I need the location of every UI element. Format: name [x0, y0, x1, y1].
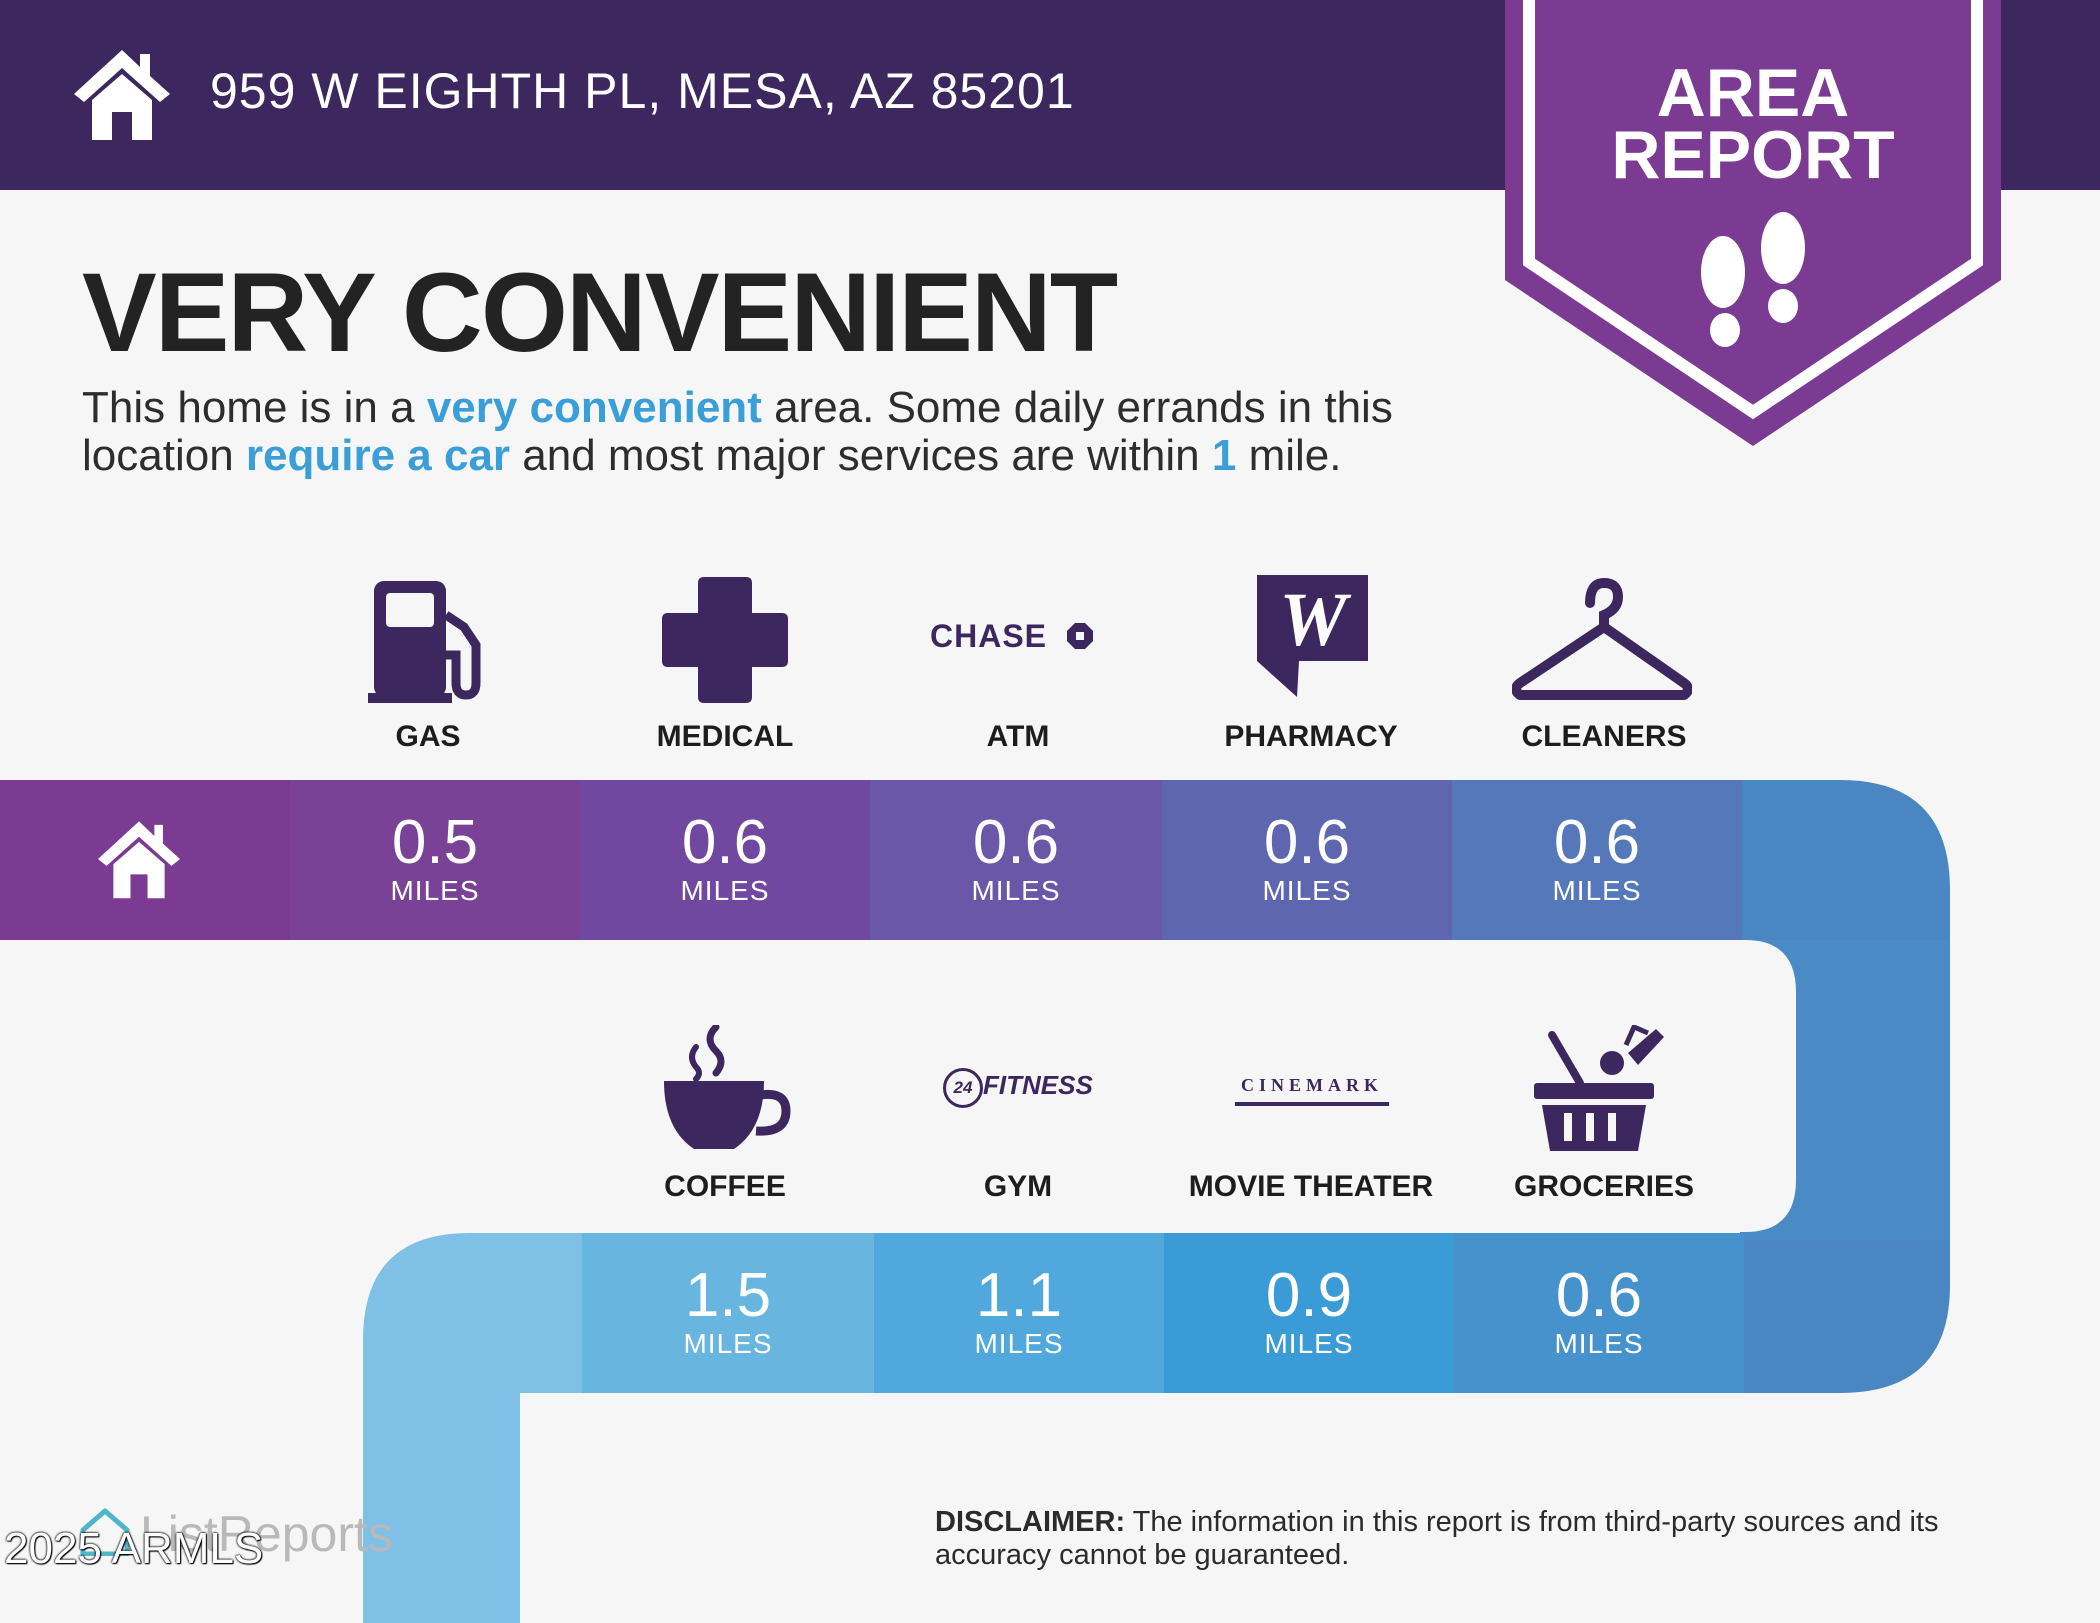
category-label: MOVIE THEATER: [1188, 1170, 1434, 1203]
home-icon: [98, 821, 180, 899]
property-address: 959 W EIGHTH PL, MESA, AZ 85201: [210, 63, 1075, 119]
distance-unit: MILES: [974, 1328, 1064, 1359]
24-hour-fitness-logo: 24 FITNESS: [943, 1068, 1103, 1108]
distance-unit: MILES: [390, 875, 480, 906]
category-label: COFFEE: [664, 1170, 786, 1203]
distance-value: 0.6: [1263, 808, 1351, 877]
gas-pump-icon: [368, 581, 481, 703]
distance-cell-pharmacy: 0.6 MILES: [1162, 780, 1452, 940]
category-label: CLEANERS: [1521, 720, 1687, 753]
distance-unit: MILES: [1552, 875, 1642, 906]
home-icon: [74, 50, 170, 140]
distance-cell-coffee: 1.5 MILES: [582, 1233, 874, 1393]
distance-unit: MILES: [683, 1328, 773, 1359]
distance-cell-gym: 1.1 MILES: [874, 1233, 1164, 1393]
walgreens-logo: W: [1257, 575, 1368, 697]
distance-unit: MILES: [971, 875, 1061, 906]
chase-wordmark: CHASE: [930, 618, 1048, 654]
distance-value: 0.5: [391, 808, 479, 877]
badge-title-line2: REPORT: [1611, 117, 1895, 193]
coffee-cup-icon: [664, 1025, 791, 1149]
area-report-badge: [1505, 0, 2001, 446]
distance-unit: MILES: [1262, 875, 1352, 906]
highlight-distance: 1: [1211, 431, 1237, 480]
distance-unit: MILES: [1554, 1328, 1644, 1359]
category-label: ATM: [986, 720, 1050, 753]
distance-value: 0.9: [1265, 1261, 1353, 1330]
distance-cell-atm: 0.6 MILES: [870, 780, 1162, 940]
distance-unit: MILES: [680, 875, 770, 906]
distance-cell-cleaners: 0.6 MILES: [1452, 780, 1742, 940]
headline: VERY CONVENIENT: [82, 250, 1118, 375]
summary-text: This home is in a very convenient area. …: [82, 383, 1393, 480]
distance-value: 1.1: [975, 1261, 1063, 1330]
listreports-logo: ListReports: [140, 1506, 393, 1562]
cinemark-logo: CINEMARK: [1235, 1072, 1389, 1106]
distance-unit: MILES: [1264, 1328, 1354, 1359]
highlight-car: require a car: [245, 431, 511, 480]
badge-title: AREA REPORT: [1505, 55, 2001, 193]
category-label: PHARMACY: [1224, 720, 1398, 753]
distance-value: 0.6: [1555, 1261, 1643, 1330]
distance-cell-movie-theater: 0.9 MILES: [1164, 1233, 1454, 1393]
listreports-logo-icon: [80, 1508, 130, 1556]
medical-cross-icon: [662, 577, 788, 703]
grocery-basket-icon: [1534, 1025, 1664, 1151]
distance-value: 1.5: [684, 1261, 772, 1330]
fitness-wordmark: FITNESS: [983, 1070, 1093, 1100]
highlight-convenience: very convenient: [426, 383, 762, 432]
distance-cell-gas: 0.5 MILES: [290, 780, 580, 940]
distance-value: 0.6: [681, 808, 769, 877]
chase-logo: CHASE: [930, 618, 1100, 658]
chase-octagon-icon: [1067, 623, 1093, 649]
category-label: MEDICAL: [656, 720, 794, 753]
distance-value: 0.6: [972, 808, 1060, 877]
walgreens-mark: W: [1279, 578, 1352, 662]
disclaimer: DISCLAIMER: The information in this repo…: [935, 1506, 2035, 1572]
distance-cell-medical: 0.6 MILES: [580, 780, 870, 940]
fitness-badge: 24: [943, 1068, 983, 1108]
disclaimer-label: DISCLAIMER:: [935, 1506, 1126, 1538]
hanger-icon: [1512, 577, 1692, 700]
badge-title-line1: AREA: [1656, 55, 1850, 131]
disclaimer-text: The information in this report is from t…: [935, 1506, 1939, 1571]
copyright-watermark: 2025 ARMLS: [4, 1524, 264, 1573]
category-label: GAS: [395, 720, 461, 753]
distance-cell-groceries: 0.6 MILES: [1454, 1233, 1744, 1393]
footprints-icon: [1701, 212, 1805, 347]
category-label: GYM: [983, 1170, 1053, 1203]
category-label: GROCERIES: [1513, 1170, 1695, 1203]
distance-value: 0.6: [1553, 808, 1641, 877]
